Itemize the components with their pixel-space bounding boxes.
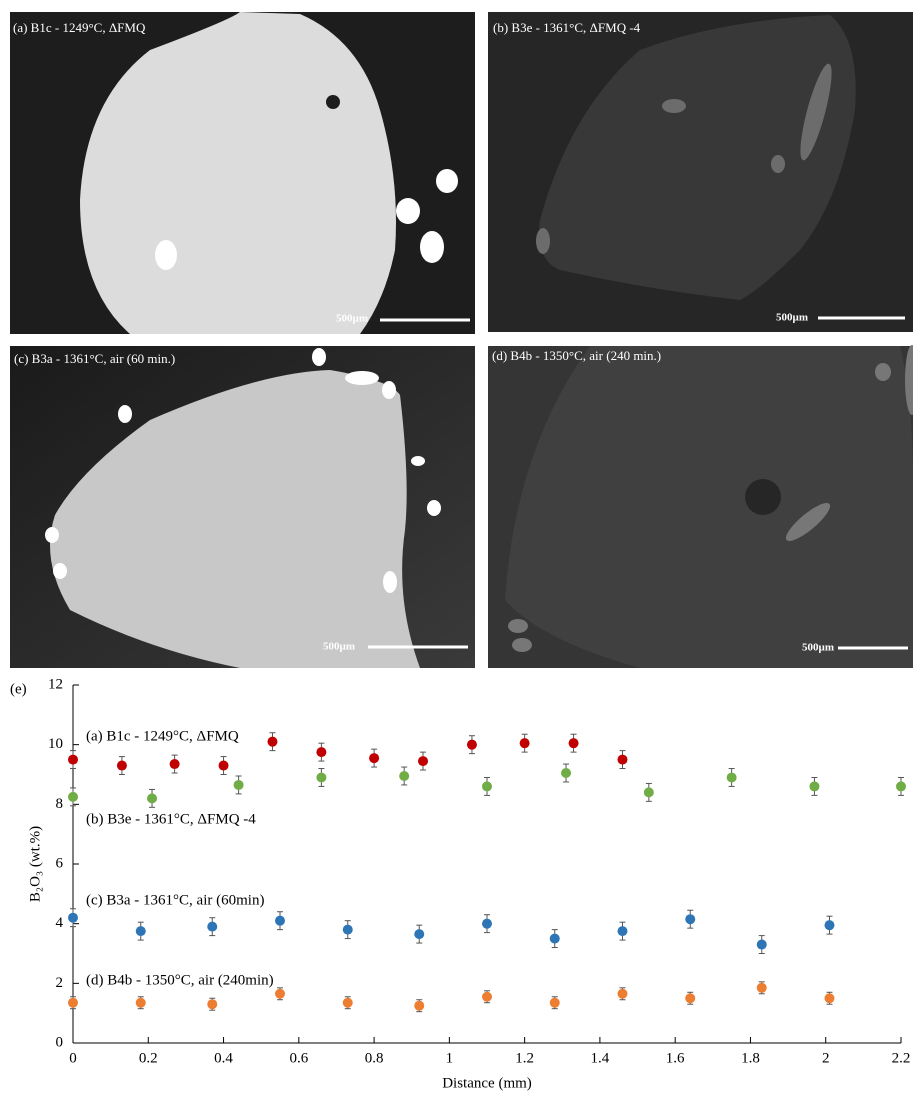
scale-label: 500µm xyxy=(336,313,368,325)
data-point xyxy=(234,780,244,790)
page: (a) B1c - 1249°C, ΔFMQ 500µm (b) B3e - 1… xyxy=(0,0,913,1095)
data-point xyxy=(617,755,627,765)
scale-label: 500µm xyxy=(323,641,355,653)
data-point xyxy=(219,761,229,771)
data-point xyxy=(343,998,353,1008)
data-point xyxy=(414,929,424,939)
data-point xyxy=(685,914,695,924)
y-tick-label: 12 xyxy=(48,676,63,692)
data-point xyxy=(824,920,834,930)
data-point xyxy=(147,793,157,803)
data-point xyxy=(550,934,560,944)
x-tick-label: 1.2 xyxy=(515,1050,534,1066)
data-point xyxy=(136,998,146,1008)
data-point xyxy=(369,753,379,763)
x-tick-label: 1.6 xyxy=(666,1050,685,1066)
data-point xyxy=(550,998,560,1008)
data-point xyxy=(275,989,285,999)
data-point xyxy=(896,781,906,791)
data-point xyxy=(414,1001,424,1011)
data-point xyxy=(569,738,579,748)
y-tick-label: 4 xyxy=(56,915,64,931)
data-point xyxy=(757,983,767,993)
sem-image-a: (a) B1c - 1249°C, ΔFMQ 500µm xyxy=(10,12,475,334)
data-point xyxy=(482,992,492,1002)
sem-image-d: (d) B4b - 1350°C, air (240 min.) 500µm xyxy=(488,345,913,668)
data-point xyxy=(267,737,277,747)
data-point xyxy=(68,755,78,765)
data-point xyxy=(727,772,737,782)
sem-image-b: (b) B3e - 1361°C, ΔFMQ -4 500µm xyxy=(488,12,913,332)
x-tick-label: 0.6 xyxy=(289,1050,308,1066)
series-label: (c) B3a - 1361°C, air (60min) xyxy=(86,892,264,908)
y-tick-label: 8 xyxy=(56,796,64,812)
y-tick-label: 2 xyxy=(56,975,64,991)
sem-image-c: (c) B3a - 1361°C, air (60 min.) 500µm xyxy=(10,346,475,668)
x-axis-label: Distance (mm) xyxy=(442,1075,532,1091)
data-point xyxy=(617,989,627,999)
x-tick-label: 0.2 xyxy=(139,1050,158,1066)
series-label: (d) B4b - 1350°C, air (240min) xyxy=(86,972,274,988)
data-point xyxy=(685,993,695,1003)
data-point xyxy=(117,761,127,771)
x-tick-label: 1 xyxy=(446,1050,454,1066)
data-point xyxy=(316,772,326,782)
data-point xyxy=(343,925,353,935)
x-tick-label: 0.4 xyxy=(214,1050,233,1066)
data-point xyxy=(561,768,571,778)
y-tick-label: 0 xyxy=(56,1034,64,1050)
data-point xyxy=(482,781,492,791)
image-label: (d) B4b - 1350°C, air (240 min.) xyxy=(492,348,661,363)
figure: (a) B1c - 1249°C, ΔFMQ 500µm (b) B3e - 1… xyxy=(0,0,913,1095)
y-tick-label: 6 xyxy=(56,855,64,871)
data-point xyxy=(207,999,217,1009)
y-tick-label: 10 xyxy=(48,736,63,752)
x-tick-label: 0.8 xyxy=(365,1050,384,1066)
x-tick-label: 2.2 xyxy=(892,1050,911,1066)
image-label: (c) B3a - 1361°C, air (60 min.) xyxy=(14,351,175,366)
series-label: (b) B3e - 1361°C, ΔFMQ -4 xyxy=(86,811,256,827)
image-label: (a) B1c - 1249°C, ΔFMQ xyxy=(13,20,146,35)
data-point xyxy=(68,998,78,1008)
data-point xyxy=(644,787,654,797)
data-point xyxy=(418,756,428,766)
x-tick-label: 2 xyxy=(822,1050,830,1066)
data-point xyxy=(757,940,767,950)
panel-label: (e) xyxy=(10,681,27,697)
data-point xyxy=(809,781,819,791)
data-point xyxy=(617,926,627,936)
scale-label: 500µm xyxy=(776,312,808,324)
image-label: (b) B3e - 1361°C, ΔFMQ -4 xyxy=(493,20,641,35)
data-point xyxy=(68,792,78,802)
data-point xyxy=(520,738,530,748)
data-point xyxy=(68,913,78,923)
series-label: (a) B1c - 1249°C, ΔFMQ xyxy=(86,728,239,744)
y-axis-label: B₂O₃ (wt.%) xyxy=(27,826,43,902)
data-point xyxy=(170,759,180,769)
x-tick-label: 0 xyxy=(69,1050,77,1066)
scale-label: 500µm xyxy=(802,642,834,654)
data-point xyxy=(399,771,409,781)
x-tick-label: 1.8 xyxy=(741,1050,760,1066)
data-point xyxy=(467,740,477,750)
data-point xyxy=(136,926,146,936)
data-point xyxy=(482,919,492,929)
data-point xyxy=(275,916,285,926)
x-tick-label: 1.4 xyxy=(591,1050,610,1066)
data-point xyxy=(824,993,834,1003)
data-point xyxy=(207,922,217,932)
data-point xyxy=(316,747,326,757)
